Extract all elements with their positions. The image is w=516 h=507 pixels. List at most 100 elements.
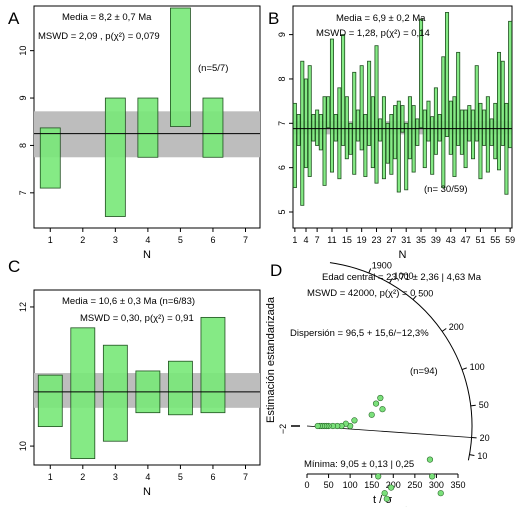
error-bar-B-5 bbox=[307, 65, 312, 177]
data-point-D bbox=[351, 417, 358, 424]
data-point-D bbox=[368, 411, 375, 418]
radial-tick-label-D: 50 bbox=[479, 400, 489, 410]
error-bar-B-31 bbox=[404, 122, 409, 191]
y-tick-label-B: 9 bbox=[277, 32, 287, 37]
error-bar-B-52 bbox=[482, 109, 487, 146]
error-bar-B-7 bbox=[315, 109, 320, 146]
error-bar-B-10 bbox=[326, 96, 331, 129]
x-tick-label-A: 3 bbox=[113, 235, 118, 245]
sample-count-D: (n=94) bbox=[410, 366, 438, 377]
error-bar-B-54 bbox=[489, 118, 494, 146]
error-bar-A-5 bbox=[170, 7, 191, 127]
error-bar-B-29 bbox=[396, 100, 401, 193]
x-axis-label-C: N bbox=[143, 486, 151, 498]
dispersion-D: Dispersión = 96,5 + 15,6/−12,3% bbox=[290, 328, 429, 339]
error-bar-B-8 bbox=[318, 114, 323, 151]
x-tick-label-B: 4 bbox=[303, 235, 308, 245]
x-tick-label-D: 0 bbox=[304, 480, 309, 490]
error-bar-B-50 bbox=[474, 65, 479, 142]
error-bar-B-24 bbox=[378, 118, 383, 142]
radial-tick-label-D: 1900 bbox=[372, 261, 392, 271]
error-bar-B-38 bbox=[430, 116, 435, 175]
error-bar-B-15 bbox=[344, 96, 349, 160]
radial-tick-label-D: 1000 bbox=[394, 271, 414, 281]
radial-tick-mark-D bbox=[368, 268, 372, 274]
error-bar-C-6 bbox=[200, 316, 226, 414]
stat-line-1-C: Media = 10,6 ± 0,3 Ma (n=6/83) bbox=[62, 296, 195, 307]
x-tick-label-B: 19 bbox=[357, 235, 367, 245]
error-bar-B-6 bbox=[311, 114, 316, 142]
error-bar-B-26 bbox=[385, 122, 390, 164]
error-bar-B-47 bbox=[463, 109, 468, 169]
error-bar-B-27 bbox=[389, 114, 394, 175]
error-bar-B-30 bbox=[400, 105, 405, 133]
y-tick-label-A: 8 bbox=[18, 143, 28, 148]
x-tick-label-C: 5 bbox=[178, 472, 183, 482]
radial-tick-mark-D bbox=[470, 404, 476, 407]
error-bar-B-43 bbox=[448, 100, 453, 155]
y-tick-label-B: 6 bbox=[277, 165, 287, 170]
y-tick-label-A: 10 bbox=[18, 46, 28, 56]
data-point-D bbox=[383, 495, 390, 502]
stat-line-2-C: MSWD = 0,30, p(χ²) = 0,91 bbox=[80, 313, 194, 324]
error-bar-B-23 bbox=[374, 45, 379, 184]
radial-tick-label-D: 200 bbox=[449, 322, 464, 332]
error-bar-B-33 bbox=[411, 105, 416, 173]
panel-label-A: A bbox=[8, 9, 20, 28]
error-bar-B-46 bbox=[459, 109, 464, 155]
stat-line-2-A: MSWD = 2,09 , p(χ²) = 0,079 bbox=[38, 31, 160, 42]
error-bar-A-3 bbox=[104, 97, 126, 217]
x-tick-label-D: 100 bbox=[343, 480, 358, 490]
sample-count-A: (n=5/7) bbox=[198, 63, 228, 74]
error-bar-B-22 bbox=[370, 96, 375, 169]
y-tick-label-D: −2 bbox=[278, 424, 288, 434]
error-bar-B-37 bbox=[426, 100, 431, 142]
radial-tick-mark-D bbox=[469, 454, 475, 457]
data-point-D bbox=[381, 490, 388, 497]
x-tick-label-B: 43 bbox=[446, 235, 456, 245]
data-point-D bbox=[429, 473, 436, 480]
radial-tick-mark-D bbox=[389, 278, 393, 284]
x-tick-label-C: 3 bbox=[113, 472, 118, 482]
data-point-D bbox=[426, 456, 434, 463]
error-bar-B-51 bbox=[478, 102, 483, 180]
error-bar-B-56 bbox=[497, 51, 502, 171]
error-bar-B-3 bbox=[300, 60, 305, 206]
data-point-D bbox=[375, 473, 382, 480]
error-bar-B-49 bbox=[471, 109, 476, 160]
error-bar-B-48 bbox=[467, 105, 472, 142]
error-bar-C-1 bbox=[37, 374, 63, 428]
radial-tick-mark-D bbox=[461, 367, 467, 371]
x-tick-label-B: 1 bbox=[292, 235, 297, 245]
data-point-D bbox=[372, 400, 380, 407]
error-bar-B-21 bbox=[367, 60, 372, 146]
x-axis-label-B: N bbox=[399, 249, 407, 261]
error-bar-B-9 bbox=[322, 96, 327, 186]
error-bar-B-59 bbox=[508, 20, 513, 149]
x-tick-label-C: 2 bbox=[80, 472, 85, 482]
x-tick-label-D: 350 bbox=[450, 480, 465, 490]
x-tick-label-B: 23 bbox=[372, 235, 382, 245]
error-bar-B-40 bbox=[437, 114, 442, 142]
panel-label-D: D bbox=[270, 261, 282, 280]
data-point-D bbox=[314, 422, 321, 430]
x-tick-label-B: 11 bbox=[327, 235, 336, 245]
error-bar-B-45 bbox=[456, 51, 461, 146]
x-tick-label-B: 51 bbox=[475, 235, 485, 245]
x-tick-label-C: 1 bbox=[48, 472, 53, 482]
error-bar-B-17 bbox=[352, 71, 357, 175]
error-bar-A-1 bbox=[39, 127, 61, 189]
x-tick-label-C: 7 bbox=[243, 472, 248, 482]
y-tick-label-B: 5 bbox=[277, 209, 287, 214]
radial-tick-label-D: 100 bbox=[470, 362, 485, 372]
x-tick-label-A: 2 bbox=[80, 235, 85, 245]
x-tick-label-D: 200 bbox=[386, 480, 401, 490]
panel-label-C: C bbox=[8, 257, 20, 276]
x-tick-label-B: 27 bbox=[386, 235, 396, 245]
stat-line-2-B: MSWD = 1,28, p(χ²) = 0,14 bbox=[316, 28, 430, 39]
error-bar-B-42 bbox=[445, 12, 450, 138]
error-bar-B-55 bbox=[493, 102, 498, 160]
error-bar-B-53 bbox=[485, 96, 490, 173]
error-bar-C-5 bbox=[168, 360, 193, 416]
x-tick-label-B: 55 bbox=[490, 235, 500, 245]
